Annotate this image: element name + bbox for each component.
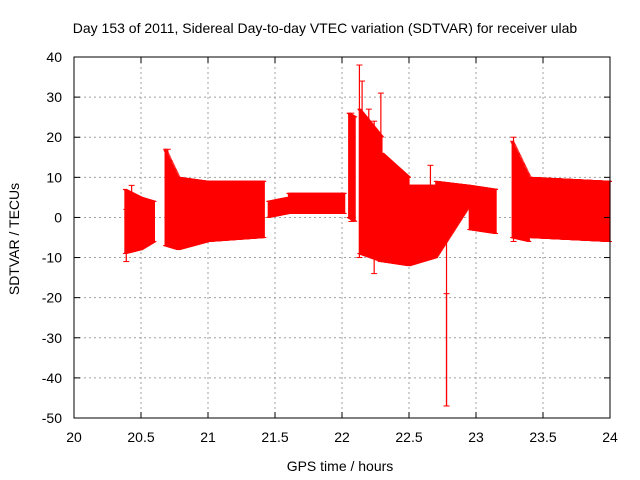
error-bar-group xyxy=(357,108,384,262)
x-tick-label: 21.5 xyxy=(261,429,288,445)
error-bar-group xyxy=(206,180,267,243)
y-tick-label: -30 xyxy=(42,330,62,346)
x-tick-label: 24 xyxy=(602,429,618,445)
y-axis-label: SDTVAR / TECUs xyxy=(6,183,22,295)
error-bar-group xyxy=(467,184,499,234)
y-tick-label: 10 xyxy=(46,169,62,185)
y-tick-label: -10 xyxy=(42,250,62,266)
y-tick-label: 30 xyxy=(46,89,62,105)
x-axis-label: GPS time / hours xyxy=(287,458,394,474)
error-bar-group xyxy=(163,148,181,251)
error-bar-group xyxy=(176,176,210,251)
axis-ticks xyxy=(73,56,611,419)
x-tick-label: 20.5 xyxy=(127,429,154,445)
error-bar-group xyxy=(286,192,347,214)
chart-title: Day 153 of 2011, Sidereal Day-to-day VTE… xyxy=(73,20,578,36)
y-tick-label: 0 xyxy=(54,209,62,225)
y-tick-label: 40 xyxy=(46,49,62,65)
x-tick-label: 22 xyxy=(334,429,350,445)
x-tick-label: 20 xyxy=(66,429,82,445)
x-tick-label: 22.5 xyxy=(395,429,422,445)
x-tick-labels: 20 20.5 21 21.5 22 22.5 23 23.5 24 xyxy=(66,429,618,445)
x-tick-label: 21 xyxy=(200,429,216,445)
y-tick-label: 20 xyxy=(46,129,62,145)
error-bar-group xyxy=(139,196,157,251)
error-bar-group xyxy=(407,184,438,267)
y-tick-label: -40 xyxy=(42,370,62,386)
y-tick-label: -50 xyxy=(42,410,62,426)
x-tick-label: 23 xyxy=(468,429,484,445)
error-bar-group xyxy=(266,196,291,218)
error-bar-group xyxy=(380,152,411,267)
y-tick-labels: -50 -40 -30 -20 -10 0 10 20 30 40 xyxy=(42,49,62,426)
error-bar-group xyxy=(433,180,472,259)
data-area xyxy=(122,64,612,407)
error-bar-group xyxy=(527,176,612,243)
x-tick-label: 23.5 xyxy=(529,429,556,445)
y-tick-label: -20 xyxy=(42,290,62,306)
